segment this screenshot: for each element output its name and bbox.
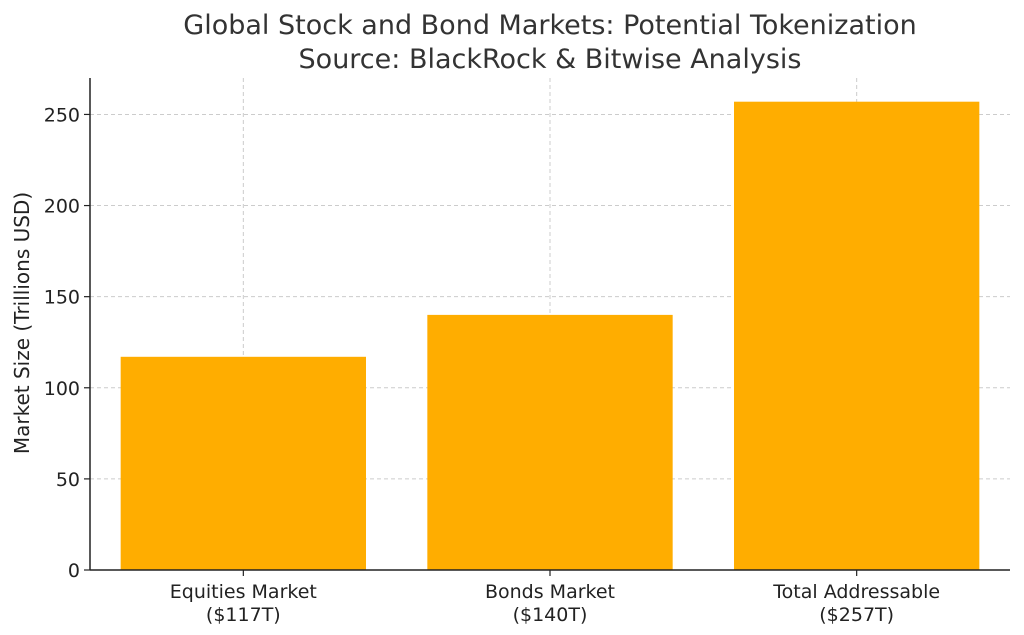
x-tick-label: ($117T) — [206, 604, 281, 626]
y-tick-label: 250 — [44, 104, 80, 126]
x-tick-label: Equities Market — [170, 581, 317, 603]
y-tick-label: 200 — [44, 196, 80, 218]
chart-title: Global Stock and Bond Markets: Potential… — [183, 10, 916, 41]
bar — [734, 101, 980, 570]
x-tick-label: ($257T) — [819, 604, 894, 626]
chart-subtitle: Source: BlackRock & Bitwise Analysis — [299, 44, 802, 75]
y-tick-label: 150 — [44, 287, 80, 309]
x-tick-label: ($140T) — [513, 604, 588, 626]
y-tick-label: 100 — [44, 378, 80, 400]
bars — [120, 101, 980, 570]
x-tick-label: Bonds Market — [485, 581, 615, 603]
y-tick-label: 50 — [56, 469, 80, 491]
bar — [427, 314, 673, 570]
x-tick-label: Total Addressable — [772, 581, 940, 603]
bar — [120, 356, 367, 570]
y-axis-label: Market Size (Trillions USD) — [10, 192, 34, 454]
axes: 0 50 100 150 200 250 Equities Market($117T) Bon… — [44, 78, 1010, 626]
y-tick-label: 0 — [68, 560, 80, 582]
